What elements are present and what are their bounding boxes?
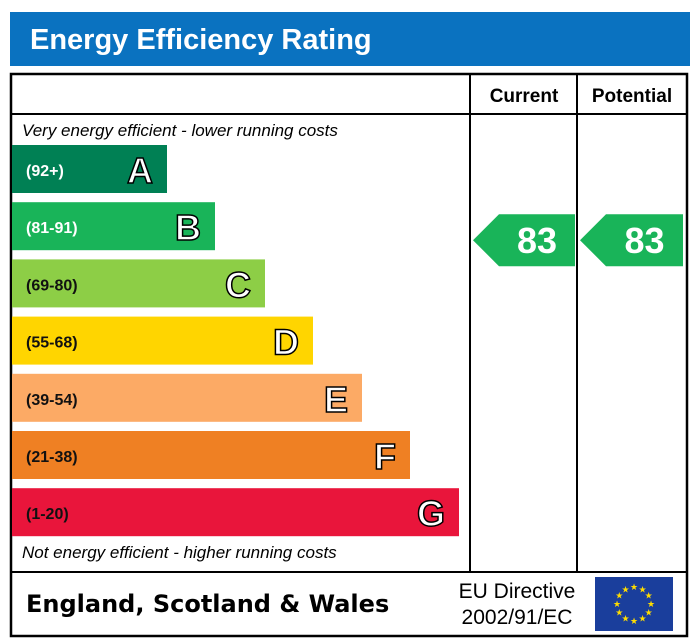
band-bar <box>12 316 313 365</box>
band-a: (92+) A <box>12 145 167 193</box>
band-range: (21-38) <box>26 449 78 466</box>
star: ★ <box>645 591 653 601</box>
band-bar <box>12 259 265 308</box>
header-current: Current <box>490 86 559 107</box>
eu-flag-icon: ★ ★★★★★★★★★★★ <box>595 577 673 631</box>
current-rating-arrow: 83 <box>473 214 575 267</box>
chart-title: Energy Efficiency Rating <box>30 24 372 56</box>
band-b: (81-91) B <box>12 202 215 251</box>
star: ★ <box>615 608 623 618</box>
band-d: (55-68) D <box>12 316 313 365</box>
table-frame <box>9 72 689 638</box>
star: ★ <box>630 616 638 626</box>
potential-rating-value: 83 <box>624 220 664 261</box>
band-e: (39-54) E <box>12 373 362 422</box>
star: ★ <box>645 608 653 618</box>
band-letter: C <box>225 264 251 305</box>
star: ★ <box>615 591 623 601</box>
band-range: (69-80) <box>26 277 78 294</box>
potential-rating-arrow: 83 <box>580 214 683 267</box>
potential-arrow-shape <box>580 214 683 267</box>
star: ★ <box>621 614 629 624</box>
star: ★ <box>638 614 646 624</box>
star: ★ <box>638 584 646 594</box>
band-range: (1-20) <box>26 506 69 523</box>
band-f: (21-38) F <box>12 431 410 479</box>
star: ★ <box>647 599 655 609</box>
current-rating-value: 83 <box>517 220 557 261</box>
star: ★ <box>630 582 638 592</box>
footer-region: England, Scotland & Wales <box>26 590 389 618</box>
band-bar <box>12 488 459 537</box>
header-potential: Potential <box>592 86 672 107</box>
star: ★ <box>621 584 629 594</box>
bottom-note: Not energy efficient - higher running co… <box>22 543 337 562</box>
directive-line2: 2002/91/EC <box>462 606 573 629</box>
band-letter: D <box>273 322 299 363</box>
band-bar <box>12 431 410 479</box>
band-range: (55-68) <box>26 335 78 352</box>
band-letter: G <box>417 493 445 534</box>
band-bar <box>12 145 167 193</box>
band-range: (81-91) <box>26 220 78 237</box>
directive-line1: EU Directive <box>459 580 576 603</box>
title-banner <box>10 12 690 66</box>
band-letter: B <box>175 207 201 248</box>
band-letter: E <box>324 379 348 420</box>
band-range: (92+) <box>26 163 64 180</box>
band-bar <box>12 202 215 251</box>
band-c: (69-80) C <box>12 259 265 308</box>
band-letter: A <box>127 150 153 191</box>
band-letter: F <box>374 436 396 477</box>
top-note: Very energy efficient - lower running co… <box>22 121 338 140</box>
band-range: (39-54) <box>26 392 78 409</box>
band-bar <box>12 373 362 422</box>
band-g: (1-20) G <box>12 488 459 537</box>
star: ★ <box>613 599 621 609</box>
current-arrow-shape <box>473 214 575 267</box>
